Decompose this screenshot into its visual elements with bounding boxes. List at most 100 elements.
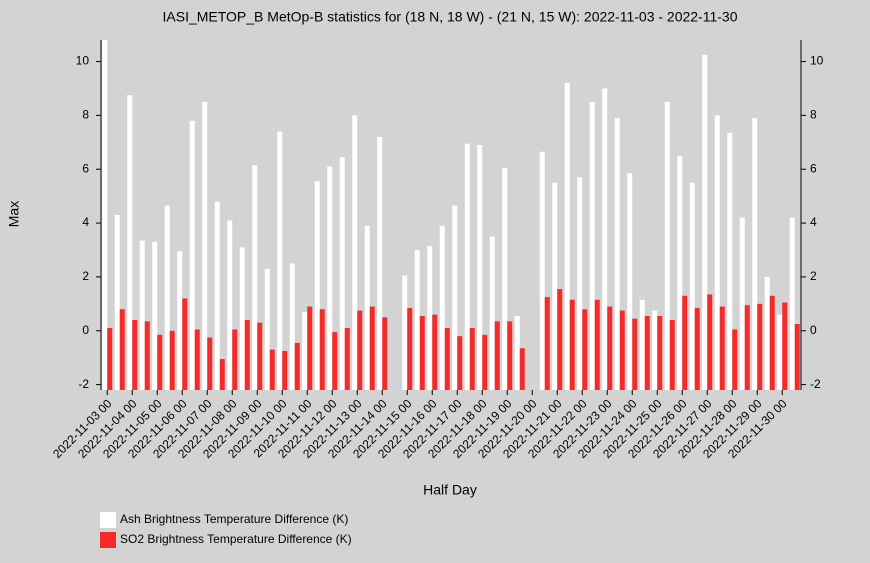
bar — [519, 348, 525, 390]
bar — [732, 329, 738, 390]
bar — [207, 337, 213, 390]
bar — [489, 236, 495, 390]
bar — [719, 306, 725, 390]
bar — [594, 299, 600, 390]
bar — [427, 245, 433, 390]
bar — [219, 359, 225, 390]
bar — [157, 334, 163, 390]
bar — [619, 310, 625, 390]
y-tick-label: 2 — [82, 269, 89, 283]
bar — [402, 275, 408, 390]
bar — [694, 307, 700, 390]
bar — [614, 118, 620, 391]
bar — [164, 205, 170, 390]
bar — [782, 302, 788, 390]
y-tick-label: 10 — [76, 54, 90, 68]
bar — [332, 332, 338, 390]
bar — [414, 250, 420, 390]
x-axis-label: Half Day — [423, 482, 477, 498]
bar — [294, 342, 300, 390]
bar — [757, 303, 763, 390]
bar — [369, 306, 375, 390]
bar — [502, 167, 508, 390]
bar — [589, 101, 595, 390]
bar — [764, 276, 770, 390]
bar — [377, 136, 383, 390]
bar — [494, 321, 500, 390]
bar — [702, 54, 708, 391]
bar — [677, 155, 683, 390]
legend-swatch — [100, 512, 116, 528]
bar — [639, 299, 645, 390]
bar — [739, 217, 745, 390]
bar — [689, 182, 695, 390]
y-tick-label: 4 — [82, 215, 89, 229]
bar — [257, 322, 263, 390]
bar — [769, 295, 775, 390]
bar — [544, 297, 550, 390]
y-tick-label: 8 — [82, 108, 89, 122]
bar — [652, 310, 658, 390]
bar — [282, 350, 288, 390]
bar — [669, 320, 675, 390]
bar — [444, 328, 450, 390]
bar — [664, 101, 670, 390]
legend-swatch — [100, 532, 116, 548]
bar — [727, 132, 733, 390]
bar — [464, 143, 470, 390]
bar — [382, 317, 388, 390]
y-tick-label: 0 — [82, 323, 89, 337]
chart-title: IASI_METOP_B MetOp-B statistics for (18 … — [163, 9, 738, 25]
bar — [507, 321, 513, 390]
bar — [644, 315, 650, 390]
bar — [352, 115, 358, 390]
bar — [264, 268, 270, 390]
bar — [707, 294, 713, 390]
bar — [252, 165, 258, 390]
bar — [344, 328, 350, 390]
bar — [314, 181, 320, 390]
bar — [602, 88, 608, 390]
legend-label: Ash Brightness Temperature Difference (K… — [120, 512, 348, 526]
bar — [227, 220, 233, 390]
y-tick-label-right: 8 — [810, 108, 817, 122]
bar — [477, 145, 483, 390]
bar — [457, 336, 463, 390]
bar — [564, 83, 570, 391]
bar — [307, 306, 313, 390]
bar — [139, 240, 145, 390]
bar — [557, 289, 563, 390]
bar — [539, 151, 545, 390]
bar — [452, 205, 458, 390]
bar — [577, 177, 583, 390]
bar — [789, 217, 795, 390]
y-tick-label: 6 — [82, 161, 89, 175]
bar — [627, 173, 633, 390]
bar — [514, 315, 520, 390]
bar — [357, 310, 363, 390]
bar — [239, 247, 245, 390]
bar — [582, 309, 588, 390]
bar — [407, 307, 413, 390]
bar — [107, 328, 113, 390]
bar — [102, 40, 108, 390]
bar — [214, 201, 220, 390]
bar — [202, 101, 208, 390]
bar — [114, 215, 120, 390]
bar — [119, 309, 125, 390]
bar — [169, 330, 175, 390]
y-tick-label-right: 4 — [810, 215, 817, 229]
bar — [144, 321, 150, 390]
bar — [127, 95, 133, 390]
bar — [152, 241, 158, 390]
y-tick-label-right: 0 — [810, 323, 817, 337]
bar — [469, 328, 475, 390]
bar — [552, 182, 558, 390]
y-tick-label-right: 6 — [810, 161, 817, 175]
bar — [777, 314, 783, 390]
bar — [132, 320, 138, 390]
bar — [794, 324, 800, 390]
bar — [714, 115, 720, 390]
